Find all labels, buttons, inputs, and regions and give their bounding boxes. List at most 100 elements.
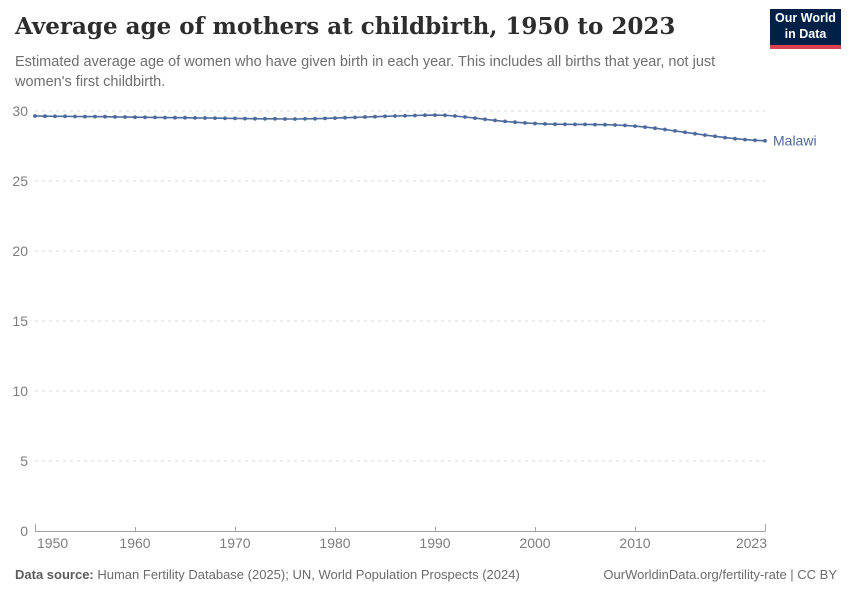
data-point-1969[interactable] — [223, 116, 227, 121]
data-point-1973[interactable] — [263, 116, 267, 121]
data-point-2003[interactable] — [563, 122, 567, 127]
data-point-1956[interactable] — [93, 114, 97, 119]
data-point-2007[interactable] — [603, 122, 607, 127]
data-point-1958[interactable] — [113, 115, 117, 119]
data-point-1988[interactable] — [413, 113, 417, 118]
data-point-1950[interactable] — [33, 114, 37, 118]
page-title: Average age of mothers at childbirth, 19… — [15, 13, 676, 40]
data-point-2013[interactable] — [663, 127, 667, 132]
data-point-1995[interactable] — [483, 117, 487, 122]
series-label-malawi: Malawi — [773, 132, 817, 148]
data-point-1980[interactable] — [333, 116, 337, 120]
data-point-2016[interactable] — [693, 131, 697, 136]
data-point-1982[interactable] — [353, 115, 357, 120]
data-point-1997[interactable] — [503, 119, 507, 124]
data-point-1977[interactable] — [303, 116, 307, 121]
x-tick-label-2000: 2000 — [519, 535, 550, 551]
y-tick-label-0: 0 — [20, 523, 28, 539]
data-point-1965[interactable] — [183, 115, 187, 120]
data-point-1974[interactable] — [273, 116, 277, 121]
data-point-1959[interactable] — [123, 115, 127, 119]
data-point-1968[interactable] — [213, 116, 217, 120]
data-point-1990[interactable] — [433, 113, 437, 117]
data-point-2000[interactable] — [533, 121, 537, 126]
data-point-1952[interactable] — [53, 114, 57, 119]
x-tick-label-1950: 1950 — [37, 535, 68, 551]
y-tick-label-10: 10 — [12, 383, 28, 399]
data-point-1994[interactable] — [473, 116, 477, 120]
data-point-1983[interactable] — [363, 115, 367, 119]
data-point-2005[interactable] — [583, 122, 587, 127]
data-point-2006[interactable] — [593, 122, 597, 127]
data-point-2020[interactable] — [733, 136, 737, 141]
data-point-2022[interactable] — [753, 138, 757, 143]
data-source-label: Data source: — [15, 567, 94, 582]
data-point-2010[interactable] — [633, 124, 637, 128]
data-point-1985[interactable] — [383, 114, 387, 119]
data-point-1989[interactable] — [423, 113, 427, 118]
data-point-1975[interactable] — [283, 117, 287, 121]
data-point-1966[interactable] — [193, 116, 197, 120]
data-source-note: Data source: Human Fertility Database (2… — [15, 567, 520, 582]
x-tick-label-1970: 1970 — [219, 535, 250, 551]
data-point-2017[interactable] — [703, 133, 707, 138]
data-point-1987[interactable] — [403, 113, 407, 118]
data-point-1999[interactable] — [523, 121, 527, 125]
data-point-1953[interactable] — [63, 114, 67, 119]
owid-logo-line2: in Data — [784, 27, 827, 41]
data-point-1951[interactable] — [43, 114, 47, 119]
data-source-text: Human Fertility Database (2025); UN, Wor… — [93, 567, 520, 582]
data-point-1957[interactable] — [103, 114, 107, 119]
data-point-1976[interactable] — [293, 117, 297, 121]
data-point-1970[interactable] — [233, 116, 237, 121]
data-point-1954[interactable] — [73, 114, 77, 119]
data-point-2015[interactable] — [683, 130, 687, 135]
data-point-1998[interactable] — [513, 120, 517, 125]
data-point-1960[interactable] — [133, 115, 137, 120]
y-tick-label-5: 5 — [20, 453, 28, 469]
data-point-2002[interactable] — [553, 122, 557, 127]
data-point-1963[interactable] — [163, 115, 167, 120]
data-point-1984[interactable] — [373, 114, 377, 119]
chart-footer: Data source: Human Fertility Database (2… — [15, 567, 837, 582]
chart-subtitle: Estimated average age of women who have … — [15, 54, 716, 90]
data-point-2019[interactable] — [723, 135, 727, 140]
data-point-2004[interactable] — [573, 122, 577, 127]
data-point-1996[interactable] — [493, 118, 497, 123]
owid-url-link[interactable]: OurWorldinData.org/fertility-rate | CC B… — [603, 567, 837, 582]
data-point-2021[interactable] — [743, 137, 747, 142]
data-point-1979[interactable] — [323, 116, 327, 121]
y-tick-label-20: 20 — [12, 243, 28, 259]
x-tick-label-2023: 2023 — [736, 535, 767, 551]
y-tick-label-15: 15 — [12, 313, 28, 329]
x-tick-label-1960: 1960 — [119, 535, 150, 551]
data-point-1961[interactable] — [143, 115, 147, 120]
data-point-1972[interactable] — [253, 116, 257, 121]
data-point-2008[interactable] — [613, 123, 617, 127]
data-point-1993[interactable] — [463, 115, 467, 119]
data-point-2014[interactable] — [673, 129, 677, 133]
owid-logo-line1: Our World — [775, 11, 836, 26]
data-point-1971[interactable] — [243, 116, 247, 121]
data-point-1978[interactable] — [313, 116, 317, 121]
data-point-1981[interactable] — [343, 115, 347, 120]
y-tick-label-25: 25 — [12, 173, 28, 189]
data-point-2012[interactable] — [653, 126, 657, 131]
data-point-2023[interactable] — [763, 138, 767, 143]
data-point-1955[interactable] — [83, 114, 87, 119]
x-tick-label-1990: 1990 — [419, 535, 450, 551]
data-point-2011[interactable] — [643, 125, 647, 129]
data-point-2009[interactable] — [623, 123, 627, 128]
data-point-1986[interactable] — [393, 114, 397, 118]
y-tick-label-30: 30 — [12, 103, 28, 119]
data-point-1964[interactable] — [173, 115, 177, 120]
owid-logo[interactable]: Our World in Data — [770, 9, 841, 49]
data-point-1992[interactable] — [453, 114, 457, 118]
data-point-2018[interactable] — [713, 134, 717, 139]
data-point-2001[interactable] — [543, 122, 547, 126]
data-point-1991[interactable] — [443, 113, 447, 118]
data-point-1967[interactable] — [203, 116, 207, 120]
data-point-1962[interactable] — [153, 115, 157, 120]
